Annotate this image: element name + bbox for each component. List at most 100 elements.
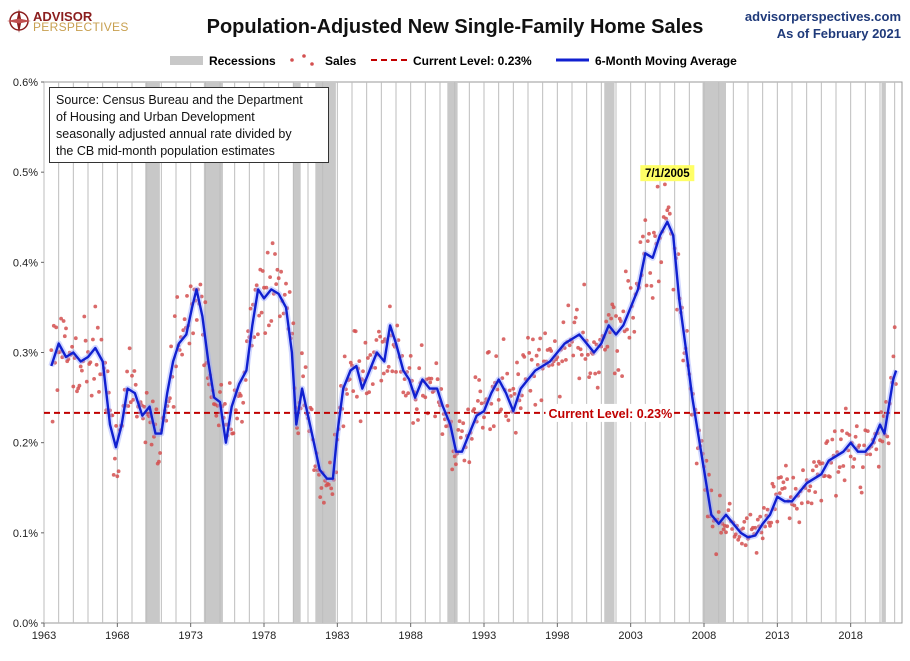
current-level-layer: Current Level: 0.23% bbox=[44, 403, 902, 422]
peak-annotation-label: 7/1/2005 bbox=[645, 168, 690, 180]
sales-point-681 bbox=[881, 414, 886, 418]
sales-point-396 bbox=[533, 402, 538, 407]
sales-point-66 bbox=[130, 373, 134, 378]
sales-point-466 bbox=[619, 319, 623, 324]
sales-point-139 bbox=[219, 382, 224, 387]
x-tick-label-5: 1988 bbox=[398, 630, 422, 642]
sales-point-167 bbox=[253, 287, 258, 292]
sales-point-24 bbox=[78, 364, 83, 369]
sales-point-486 bbox=[643, 218, 648, 223]
sales-point-314 bbox=[433, 414, 437, 419]
sales-point-418 bbox=[560, 359, 565, 364]
sales-point-412 bbox=[553, 339, 557, 343]
sales-point-126 bbox=[203, 300, 208, 305]
compass-rose-icon bbox=[7, 9, 31, 33]
sales-point-385 bbox=[520, 393, 524, 398]
sales-point-653 bbox=[847, 433, 852, 437]
y-axis: 0.0% 0.1% 0.2% 0.3% 0.4% 0.5% 0.6% bbox=[13, 77, 44, 630]
sales-point-105 bbox=[177, 348, 182, 352]
x-tick-label-2: 1973 bbox=[178, 630, 202, 642]
sales-point-645 bbox=[837, 465, 842, 470]
sales-point-64 bbox=[127, 346, 132, 351]
sales-point-441 bbox=[588, 371, 593, 376]
sales-point-379 bbox=[512, 392, 517, 396]
sales-point-62 bbox=[125, 369, 129, 374]
sales-point-37 bbox=[94, 362, 99, 367]
sales-point-169 bbox=[256, 332, 260, 337]
sales-point-149 bbox=[231, 431, 236, 436]
sales-point-382 bbox=[516, 372, 521, 377]
sales-point-409 bbox=[549, 349, 554, 353]
sales-point-68 bbox=[132, 369, 137, 373]
sales-point-284 bbox=[396, 338, 401, 342]
sales-point-21 bbox=[75, 389, 79, 394]
sales-point-639 bbox=[830, 437, 835, 442]
sales-point-376 bbox=[509, 394, 513, 398]
sales-point-30 bbox=[86, 350, 90, 354]
sales-point-289 bbox=[402, 377, 407, 381]
sales-point-463 bbox=[615, 349, 620, 353]
y-tick-label-6: 0.6% bbox=[13, 77, 38, 89]
sales-point-277 bbox=[388, 304, 392, 309]
sales-point-316 bbox=[435, 377, 440, 382]
sales-point-689 bbox=[891, 354, 896, 359]
sales-point-502 bbox=[663, 182, 667, 187]
sales-point-677 bbox=[876, 464, 881, 469]
sales-point-643 bbox=[835, 450, 840, 455]
sales-point-177 bbox=[265, 250, 270, 255]
sales-point-208 bbox=[303, 365, 308, 369]
sales-point-73 bbox=[138, 400, 143, 404]
sales-point-562 bbox=[736, 537, 741, 542]
sales-point-287 bbox=[400, 354, 404, 358]
sales-point-83 bbox=[150, 399, 155, 404]
sales-point-684 bbox=[885, 434, 890, 439]
sales-point-565 bbox=[740, 541, 744, 546]
source-note-line1: Source: Census Bureau and the Department bbox=[56, 93, 303, 107]
x-tick-label-1: 1968 bbox=[105, 630, 129, 642]
sales-point-429 bbox=[573, 315, 578, 320]
y-tick-label-3: 0.3% bbox=[13, 348, 38, 360]
sales-point-477 bbox=[632, 329, 637, 334]
sales-point-600 bbox=[782, 486, 787, 490]
sales-point-353 bbox=[480, 425, 485, 430]
sales-point-128 bbox=[205, 376, 210, 380]
sales-point-293 bbox=[407, 366, 412, 370]
sales-point-310 bbox=[428, 380, 433, 385]
sales-point-586 bbox=[765, 507, 770, 512]
sales-point-499 bbox=[659, 260, 664, 265]
sales-point-54 bbox=[115, 474, 120, 479]
sales-point-395 bbox=[532, 374, 536, 379]
y-tick-label-0: 0.0% bbox=[13, 618, 38, 630]
sales-point-383 bbox=[517, 398, 522, 403]
sales-point-265 bbox=[373, 366, 378, 370]
sales-point-646 bbox=[839, 437, 843, 442]
sales-point-244 bbox=[347, 377, 352, 382]
sales-point-401 bbox=[539, 398, 544, 403]
sales-point-609 bbox=[793, 486, 798, 491]
sales-point-341 bbox=[466, 407, 470, 412]
sales-point-470 bbox=[623, 269, 628, 274]
x-axis: 1963 1968 1973 1978 1983 1988 1993 1998 2003 2008… bbox=[32, 623, 863, 642]
sales-point-687 bbox=[889, 375, 893, 380]
sales-point-14 bbox=[66, 357, 71, 361]
sales-point-544 bbox=[714, 552, 719, 557]
sales-point-46 bbox=[105, 369, 110, 374]
sales-point-303 bbox=[419, 343, 424, 347]
sales-point-201 bbox=[295, 426, 299, 430]
sales-point-416 bbox=[557, 394, 562, 399]
sales-point-60 bbox=[122, 387, 127, 392]
sales-point-10 bbox=[61, 319, 66, 323]
sales-point-496 bbox=[655, 184, 660, 189]
sales-point-440 bbox=[587, 375, 591, 379]
sales-point-410 bbox=[550, 362, 555, 367]
sales-point-582 bbox=[760, 536, 765, 541]
x-tick-label-6: 1993 bbox=[472, 630, 496, 642]
sales-point-439 bbox=[586, 352, 590, 357]
source-note-line3: seasonally adjusted annual rate divided … bbox=[56, 127, 292, 141]
sales-point-344 bbox=[469, 437, 474, 441]
sales-point-161 bbox=[246, 329, 251, 333]
sales-point-232 bbox=[333, 432, 337, 437]
sales-point-101 bbox=[172, 314, 177, 318]
sales-point-391 bbox=[527, 351, 532, 355]
sales-point-393 bbox=[529, 357, 534, 362]
